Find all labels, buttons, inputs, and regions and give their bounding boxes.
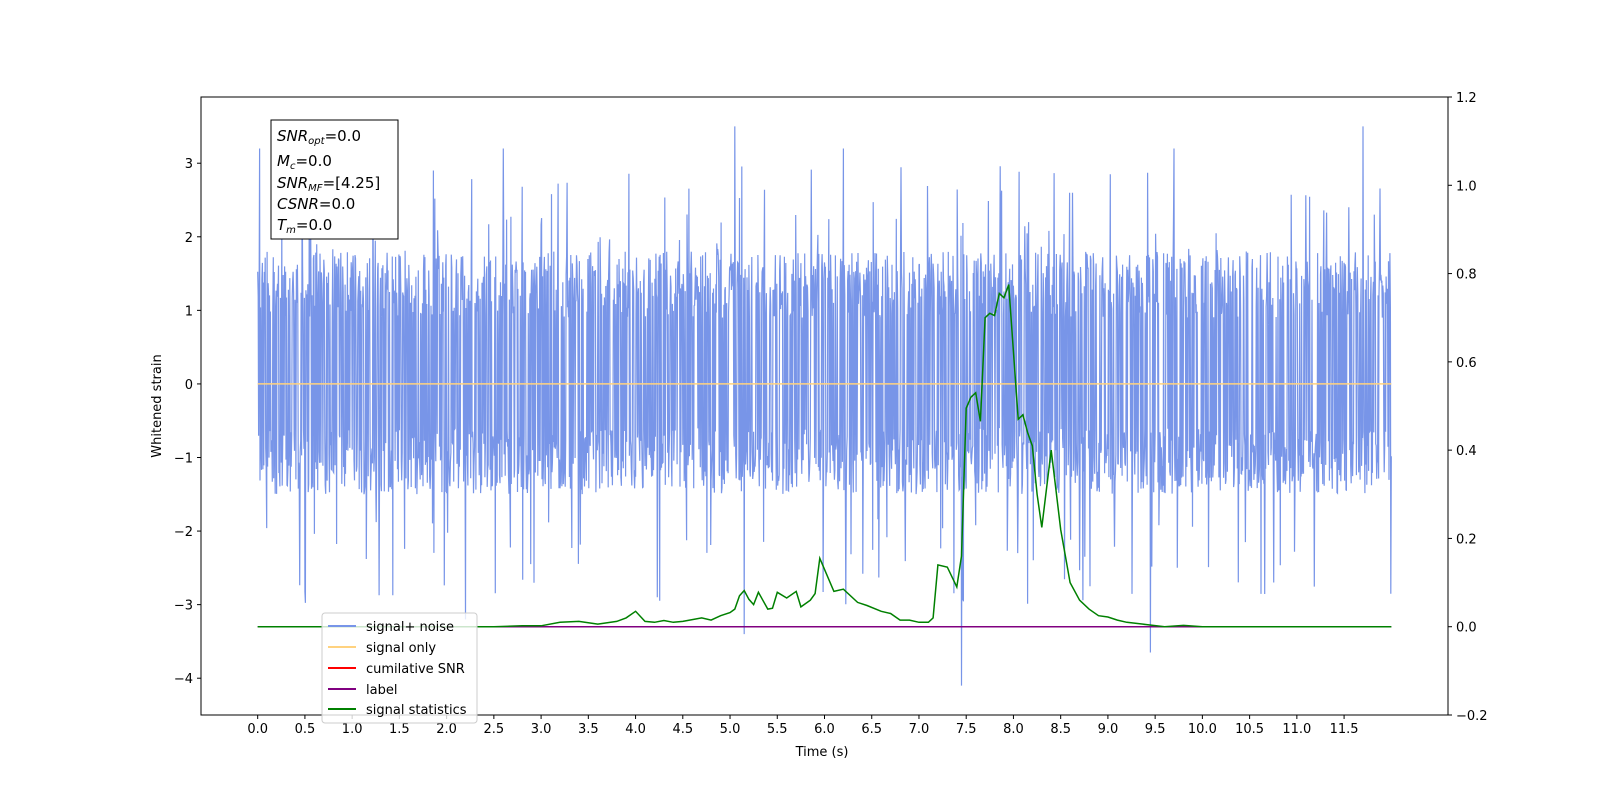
x-tick-label: 10.5 <box>1235 722 1264 737</box>
info-snr-mf: SNRMF=[4.25] <box>277 174 380 194</box>
y2-tick-label: −0.2 <box>1456 709 1488 724</box>
y2-tick-label: 0.4 <box>1456 444 1477 459</box>
info-tm-subscript: m <box>286 225 296 236</box>
info-snr-opt-value: =0.0 <box>325 127 361 145</box>
x-axis: 0.0 0.5 1.0 1.5 2.0 2.5 3.0 3.5 4.0 4.5 5.0 5.5 6.0 6… <box>247 715 1359 737</box>
y2-tick-label: 0.0 <box>1456 621 1477 636</box>
info-tm: Tm=0.0 <box>277 216 332 236</box>
legend-label: label <box>366 683 397 698</box>
x-tick-label: 6.5 <box>861 722 882 737</box>
info-csnr: CSNR=0.0 <box>277 195 355 213</box>
info-snr-opt-symbol: SNR <box>277 127 308 145</box>
y-tick-label: 0 <box>185 378 193 393</box>
info-tm-symbol: T <box>277 216 288 234</box>
y-axis-right: 1.2 1.0 0.8 0.6 0.4 0.2 0.0 −0.2 <box>1448 91 1488 724</box>
y-tick-label: 3 <box>185 157 193 172</box>
info-mc: Mc=0.0 <box>277 152 332 172</box>
legend-frame <box>321 612 478 724</box>
y-tick-label: −1 <box>174 452 193 467</box>
legend-item: signal statistics <box>328 703 467 718</box>
x-tick-label: 1.0 <box>342 722 363 737</box>
info-mc-value: =0.0 <box>295 152 331 170</box>
y2-tick-label: 1.0 <box>1456 179 1477 194</box>
x-tick-label: 2.0 <box>436 722 457 737</box>
legend-label: signal statistics <box>366 703 467 718</box>
info-mc-symbol: M <box>277 152 290 170</box>
legend-item: signal+ noise <box>328 620 454 635</box>
x-tick-label: 1.5 <box>389 722 410 737</box>
info-tm-value: =0.0 <box>296 216 332 234</box>
x-tick-label: 4.5 <box>672 722 693 737</box>
legend-label: cumilative SNR <box>366 662 465 677</box>
x-tick-label: 0.0 <box>247 722 268 737</box>
y-tick-label: −2 <box>174 525 193 540</box>
info-csnr-value: =0.0 <box>319 195 355 213</box>
info-snr-opt-subscript: opt <box>308 136 325 147</box>
x-axis-label: Time (s) <box>795 745 849 760</box>
legend: signal+ noise signal only cumilative SNR… <box>321 612 478 724</box>
x-tick-label: 8.0 <box>1003 722 1024 737</box>
legend-item: label <box>328 683 397 698</box>
x-tick-label: 5.0 <box>720 722 741 737</box>
series-signal-statistics <box>257 284 1392 628</box>
info-box-frame <box>270 119 399 240</box>
y-tick-label: 2 <box>185 231 193 246</box>
y-tick-label: −4 <box>174 672 193 687</box>
x-tick-label: 2.5 <box>484 722 505 737</box>
info-box: SNRopt=0.0 Mc=0.0 SNRMF=[4.25] CSNR=0.0 … <box>270 119 399 240</box>
x-tick-label: 10.0 <box>1188 722 1217 737</box>
y2-tick-label: 0.6 <box>1456 356 1477 371</box>
x-tick-label: 7.5 <box>956 722 977 737</box>
y2-tick-label: 0.8 <box>1456 268 1477 283</box>
y-tick-label: −3 <box>174 599 193 614</box>
legend-item: cumilative SNR <box>328 662 465 677</box>
info-csnr-symbol: CSNR <box>277 195 319 213</box>
x-tick-label: 8.5 <box>1050 722 1071 737</box>
legend-label: signal+ noise <box>366 620 454 635</box>
x-tick-label: 4.0 <box>625 722 646 737</box>
info-snr-opt: SNRopt=0.0 <box>277 127 361 147</box>
x-tick-label: 0.5 <box>295 722 316 737</box>
x-tick-label: 5.5 <box>767 722 788 737</box>
x-tick-label: 9.5 <box>1145 722 1166 737</box>
x-tick-label: 3.5 <box>578 722 599 737</box>
info-snr-mf-value: =[4.25] <box>323 174 381 192</box>
x-tick-label: 6.0 <box>814 722 835 737</box>
legend-label: signal only <box>366 641 436 656</box>
y2-tick-label: 0.2 <box>1456 532 1477 547</box>
x-tick-label: 7.0 <box>909 722 930 737</box>
x-tick-label: 11.5 <box>1330 722 1359 737</box>
legend-item: signal only <box>328 641 436 656</box>
y2-tick-label: 1.2 <box>1456 91 1477 106</box>
x-tick-label: 3.0 <box>531 722 552 737</box>
x-tick-label: 11.0 <box>1282 722 1311 737</box>
info-mc-subscript: c <box>290 161 296 172</box>
x-tick-label: 9.0 <box>1098 722 1119 737</box>
y-axis-left: 3 2 1 0 −1 −2 −3 −4 <box>174 157 201 687</box>
y-tick-label: 1 <box>185 304 193 319</box>
y-axis-label: Whitened strain <box>150 354 165 457</box>
series-signal-noise <box>257 126 1392 686</box>
info-snr-mf-subscript: MF <box>308 183 323 194</box>
info-snr-mf-symbol: SNR <box>277 174 308 192</box>
